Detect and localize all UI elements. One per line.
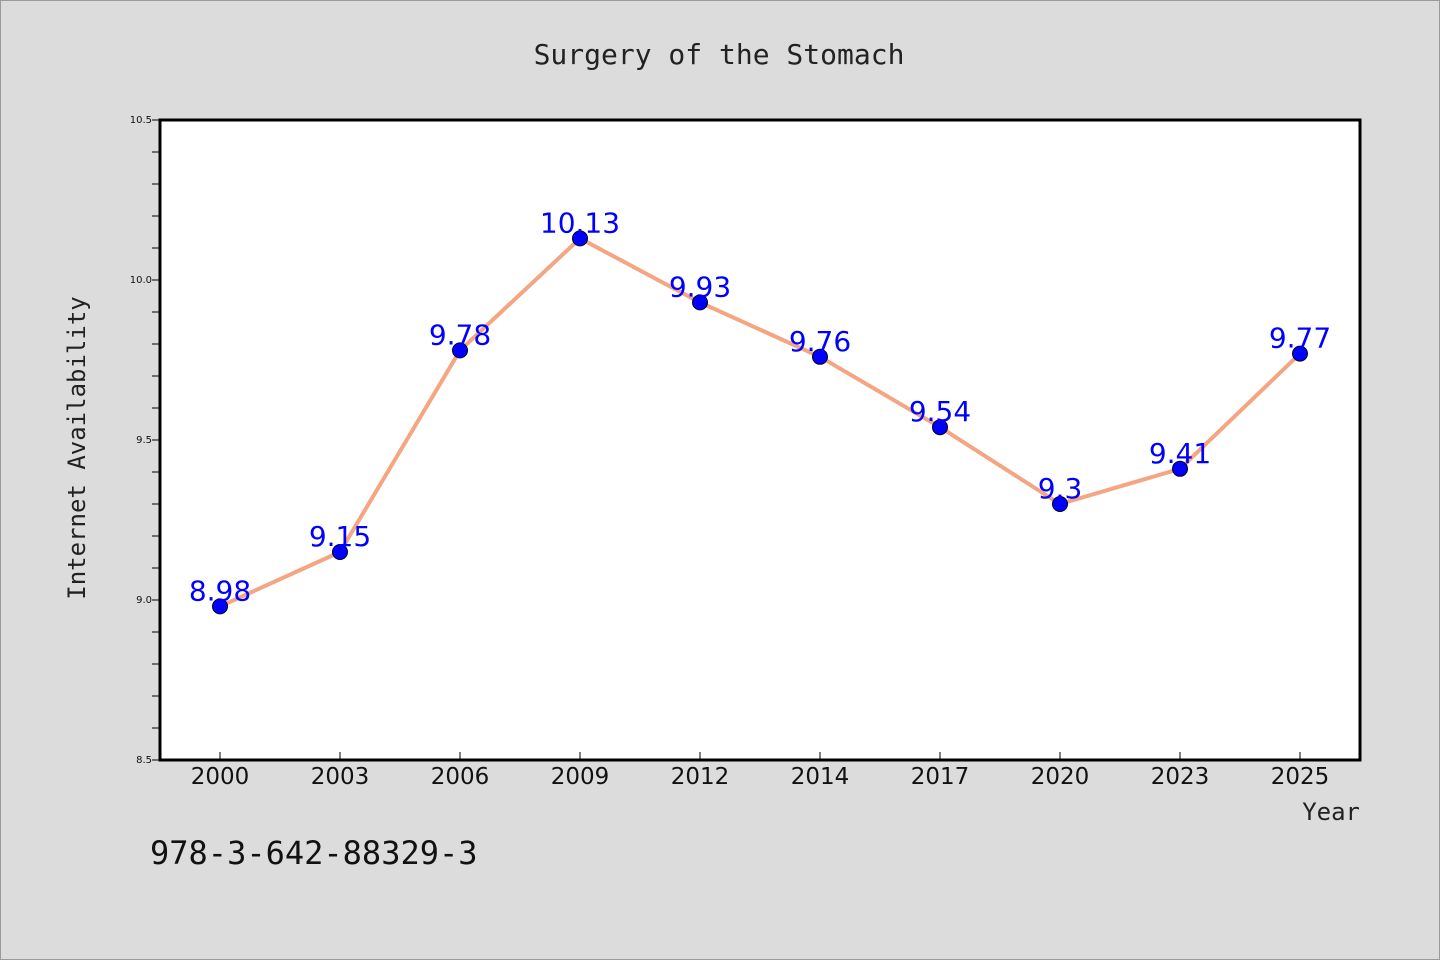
data-label: 9.3 bbox=[1038, 472, 1083, 505]
data-point bbox=[212, 598, 228, 615]
x-tick-label: 2023 bbox=[1151, 764, 1210, 790]
series-line bbox=[219, 236, 1302, 609]
y-tick-label: 10.0 bbox=[130, 275, 152, 286]
x-tick-label: 2020 bbox=[1031, 764, 1090, 790]
x-tick-label: 2009 bbox=[551, 764, 610, 790]
y-tick-label: 10.5 bbox=[130, 115, 152, 126]
x-tick-label: 2025 bbox=[1271, 764, 1330, 790]
data-label: 9.41 bbox=[1149, 437, 1211, 470]
data-point bbox=[332, 544, 348, 560]
data-label: 8.98 bbox=[189, 574, 251, 607]
data-point bbox=[1052, 496, 1068, 512]
x-tick-label: 2014 bbox=[791, 764, 850, 790]
data-label: 9.77 bbox=[1269, 322, 1331, 355]
y-tick-label: 8.5 bbox=[136, 755, 152, 766]
data-label: 9.54 bbox=[909, 395, 971, 428]
y-tick-label: 9.5 bbox=[136, 435, 152, 446]
footer-isbn: 978-3-642-88329-3 bbox=[150, 834, 478, 872]
data-point bbox=[452, 342, 468, 359]
x-axis-label: Year bbox=[1302, 798, 1360, 826]
data-label: 9.15 bbox=[309, 520, 371, 553]
data-point bbox=[1172, 460, 1188, 477]
y-axis: 8.5 9.0 9.5 10.0 10.5 bbox=[130, 115, 160, 766]
y-axis-label: Internet Availability bbox=[63, 296, 91, 599]
data-label: 9.93 bbox=[669, 270, 731, 303]
series-layer: 8.98 9.15 9.78 10.13 9.93 9.76 9.54 9.3 9.41 9.77 bbox=[189, 206, 1331, 615]
x-axis: 2000 2003 2006 2009 2012 2014 2017 2020 2023 2025 bbox=[191, 752, 1330, 790]
data-label: 9.78 bbox=[429, 318, 491, 351]
plot-area bbox=[158, 118, 1362, 762]
data-label: 10.13 bbox=[540, 206, 620, 239]
x-tick-label: 2017 bbox=[911, 764, 970, 790]
x-tick-label: 2006 bbox=[431, 764, 490, 790]
data-point bbox=[932, 419, 948, 436]
data-point bbox=[572, 230, 588, 247]
y-tick-label: 9.0 bbox=[136, 595, 152, 606]
x-tick-label: 2012 bbox=[671, 764, 730, 790]
data-point bbox=[1292, 345, 1308, 362]
x-tick-label: 2000 bbox=[191, 764, 250, 790]
data-label: 9.76 bbox=[789, 325, 851, 358]
data-point bbox=[812, 348, 828, 365]
data-point bbox=[692, 294, 708, 311]
chart-title: Surgery of the Stomach bbox=[534, 38, 905, 71]
x-tick-label: 2003 bbox=[311, 764, 370, 790]
